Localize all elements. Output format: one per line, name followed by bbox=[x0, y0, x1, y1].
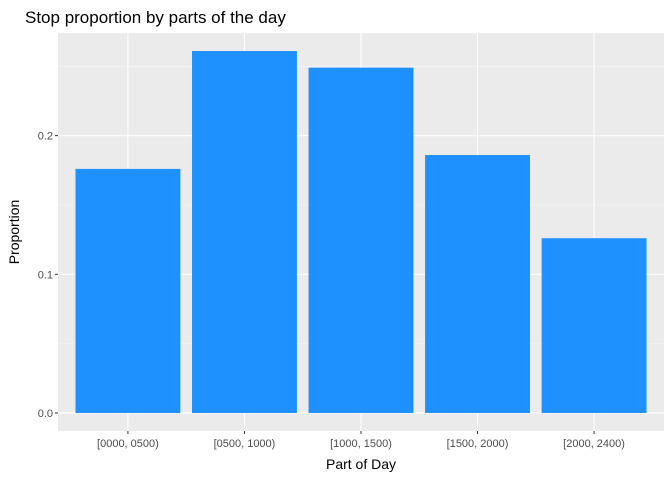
y-axis-title: Proportion bbox=[6, 200, 22, 265]
bar bbox=[308, 67, 414, 413]
x-tick-label: [0500, 1000) bbox=[214, 438, 276, 450]
x-axis: [0000, 0500) [0500, 1000) [1000, 1500) [150… bbox=[97, 431, 625, 450]
y-axis: 0.0 0.1 0.2 bbox=[38, 131, 58, 420]
x-tick-label: [2000, 2400) bbox=[563, 438, 625, 450]
y-tick-label: 0.1 bbox=[38, 269, 53, 281]
bars bbox=[75, 51, 647, 413]
bar bbox=[192, 51, 297, 413]
x-tick-label: [0000, 0500) bbox=[97, 438, 159, 450]
x-tick-label: [1500, 2000) bbox=[447, 438, 509, 450]
x-tick-label: [1000, 1500) bbox=[330, 438, 392, 450]
x-axis-title: Part of Day bbox=[326, 456, 396, 472]
y-tick-label: 0.2 bbox=[38, 131, 53, 143]
bar bbox=[75, 168, 181, 413]
bar bbox=[541, 238, 647, 413]
y-tick-label: 0.0 bbox=[38, 408, 53, 420]
chart-title: Stop proportion by parts of the day bbox=[25, 8, 286, 27]
bar bbox=[425, 155, 530, 413]
